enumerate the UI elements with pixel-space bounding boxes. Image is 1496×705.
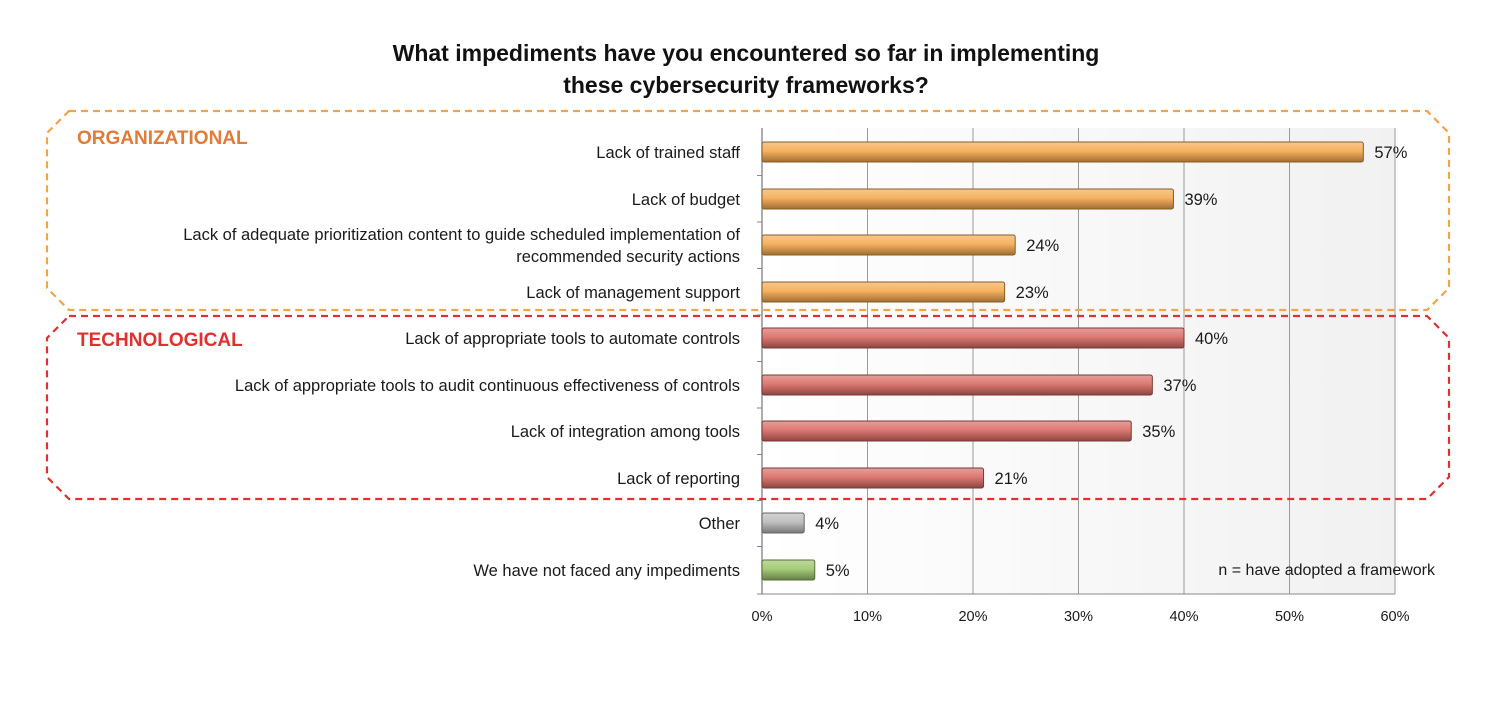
- category-label: Lack of integration among tools: [511, 423, 740, 441]
- category-label: We have not faced any impediments: [473, 562, 740, 580]
- category-label: Lack of budget: [632, 191, 741, 209]
- category-labels: Lack of trained staff Lack of budget Lack …: [183, 144, 740, 580]
- x-tick-label: 0%: [752, 609, 773, 625]
- value-label: 24%: [1026, 237, 1059, 255]
- category-label: Lack of appropriate tools to automate co…: [405, 330, 740, 348]
- bar-2: [761, 188, 1174, 210]
- bars: [761, 141, 1364, 581]
- x-tick-label: 20%: [958, 609, 987, 625]
- group-boxes: [45, 109, 1451, 501]
- value-label: 4%: [815, 515, 839, 533]
- sample-note: n = have adopted a framework: [1218, 562, 1436, 579]
- category-label: Lack of appropriate tools to audit conti…: [235, 377, 740, 395]
- chart-title-line-1: What impediments have you encountered so…: [393, 40, 1100, 66]
- category-label: Lack of reporting: [617, 470, 740, 488]
- chart-title-line-2: these cybersecurity frameworks?: [563, 72, 929, 98]
- category-label: recommended security actions: [516, 248, 740, 266]
- value-label: 23%: [1016, 284, 1049, 302]
- bar-5: [761, 327, 1185, 349]
- value-label: 57%: [1374, 144, 1407, 162]
- group-label-technological: TECHNOLOGICAL: [77, 330, 243, 351]
- value-label: 21%: [995, 470, 1028, 488]
- bar-8: [761, 467, 985, 489]
- x-tick-label: 10%: [853, 609, 882, 625]
- organizational-group-box: [45, 109, 1451, 312]
- technological-group-box: [45, 314, 1451, 501]
- bar-9: [761, 512, 805, 534]
- value-label: 37%: [1163, 377, 1196, 395]
- category-label: Lack of trained staff: [596, 144, 740, 162]
- bar-6: [761, 374, 1153, 396]
- value-label: 40%: [1195, 330, 1228, 348]
- x-tick-label: 40%: [1169, 609, 1198, 625]
- category-label: Lack of management support: [526, 284, 740, 302]
- value-label: 5%: [826, 562, 850, 580]
- value-label: 39%: [1184, 191, 1217, 209]
- value-label: 35%: [1142, 423, 1175, 441]
- bar-1: [761, 141, 1364, 163]
- x-tick-label: 30%: [1064, 609, 1093, 625]
- group-label-organizational: ORGANIZATIONAL: [77, 128, 248, 149]
- x-tick-label: 50%: [1275, 609, 1304, 625]
- bar-10: [761, 559, 816, 581]
- bar-7: [761, 420, 1132, 442]
- x-axis-ticks: 0% 10% 20% 30% 40% 50% 60%: [752, 609, 1410, 625]
- value-labels: 57% 39% 24% 23% 40% 37% 35% 21% 4% 5%: [815, 144, 1408, 580]
- bar-3: [761, 234, 1016, 256]
- x-tick-label: 60%: [1380, 609, 1409, 625]
- category-label: Lack of adequate prioritization content …: [183, 226, 740, 244]
- bar-4: [761, 281, 1006, 303]
- category-label: Other: [699, 515, 741, 533]
